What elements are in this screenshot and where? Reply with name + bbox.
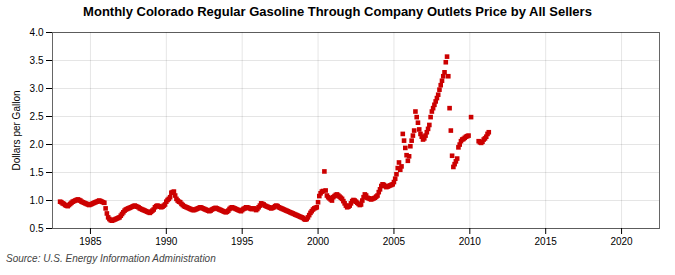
svg-text:2015: 2015 xyxy=(535,236,558,247)
svg-text:2010: 2010 xyxy=(459,236,482,247)
svg-text:1.5: 1.5 xyxy=(30,167,44,178)
svg-text:3.5: 3.5 xyxy=(30,55,44,66)
svg-text:1985: 1985 xyxy=(79,236,102,247)
html-text:Monthly Colorado Regular Gasol: Monthly Colorado Regular Gasoline Throug… xyxy=(83,4,592,19)
svg-text:2000: 2000 xyxy=(307,236,330,247)
svg-text:1.0: 1.0 xyxy=(30,195,44,206)
svg-text:4.0: 4.0 xyxy=(30,27,44,38)
svg-text:Dollars per Gallon: Dollars per Gallon xyxy=(11,90,22,170)
svg-text:2020: 2020 xyxy=(610,236,633,247)
svg-text:3.0: 3.0 xyxy=(30,83,44,94)
svg-text:0.5: 0.5 xyxy=(30,223,44,234)
svg-text:1990: 1990 xyxy=(155,236,178,247)
svg-text:2.5: 2.5 xyxy=(30,111,44,122)
html-text:Source: U.S. Energy Informatio: Source: U.S. Energy Information Administ… xyxy=(6,253,216,264)
svg-text:2.0: 2.0 xyxy=(30,139,44,150)
svg-text:1995: 1995 xyxy=(231,236,254,247)
svg-text:2005: 2005 xyxy=(383,236,406,247)
